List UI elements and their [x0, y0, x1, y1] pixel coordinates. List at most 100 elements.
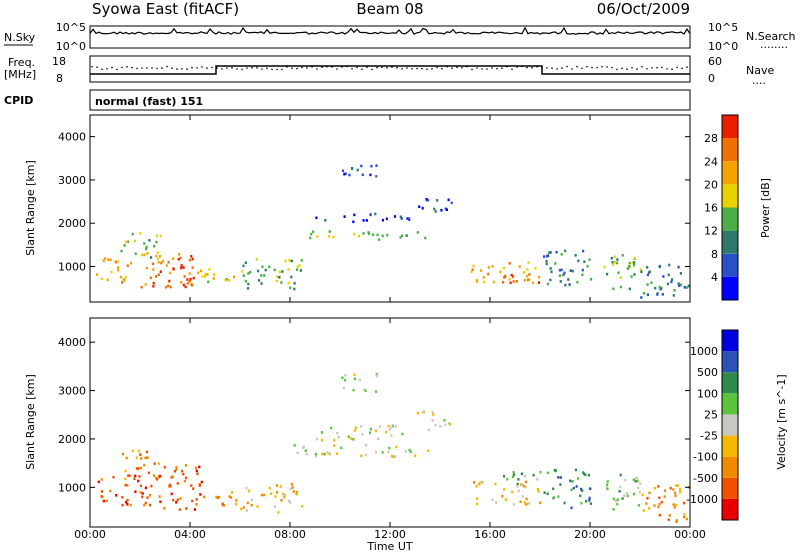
heatmap-cell [673, 491, 677, 495]
heatmap-cell [646, 293, 649, 296]
heatmap-cell [352, 388, 355, 392]
heatmap-cell [201, 275, 204, 278]
nave-point [466, 65, 468, 68]
heatmap-cell [388, 428, 391, 431]
heatmap-cell [387, 424, 390, 428]
nave-point [401, 67, 403, 70]
heatmap-cell [171, 475, 174, 478]
heatmap-cell [521, 483, 524, 486]
heatmap-cell [218, 495, 221, 499]
heatmap-cell [633, 273, 636, 276]
heatmap-cell [332, 235, 335, 239]
nsky-label: N.Sky [4, 31, 36, 44]
heatmap-cell [320, 438, 324, 442]
heatmap-cell [175, 501, 178, 504]
heatmap-cell [178, 253, 181, 256]
heatmap-cell [381, 234, 384, 238]
heatmap-cell [554, 262, 557, 265]
heatmap-cell [102, 259, 105, 262]
heatmap-cell [525, 497, 528, 501]
heatmap-cell [560, 253, 563, 256]
heatmap-cell [648, 271, 651, 274]
heatmap-cell [312, 230, 315, 233]
heatmap-cell [140, 253, 143, 257]
heatmap-cell [431, 410, 434, 414]
heatmap-cell [163, 507, 166, 510]
heatmap-cell [126, 264, 129, 267]
heatmap-cell [155, 275, 158, 278]
heatmap-cell [260, 493, 263, 497]
heatmap-cell [670, 278, 674, 281]
nave-point [316, 68, 318, 70]
heatmap-cell [677, 265, 680, 269]
freq-strip: Freq. [MHz] 18 8 60 0 Nave .... [4, 55, 774, 87]
heatmap-cell [117, 268, 120, 272]
nave-point [156, 67, 158, 70]
heatmap-cell [549, 278, 552, 282]
heatmap-cell [350, 437, 353, 440]
heatmap-cell [110, 270, 113, 274]
heatmap-cell [343, 172, 346, 176]
heatmap-cell [354, 377, 357, 381]
heatmap-cell [434, 210, 437, 213]
x-tick-label: 20:00 [574, 528, 606, 541]
heatmap-cell [570, 506, 573, 510]
heatmap-cell [613, 255, 616, 258]
heatmap-cell [280, 281, 283, 284]
heatmap-cell [145, 245, 148, 249]
heatmap-cell [284, 493, 287, 497]
heatmap-cell [124, 275, 127, 279]
nave-point [546, 67, 548, 69]
heatmap-cell [195, 498, 198, 501]
heatmap-cell [663, 495, 666, 498]
heatmap-cell [144, 283, 147, 286]
heatmap-cell [102, 499, 105, 503]
heatmap-cell [654, 286, 657, 290]
heatmap-cell [638, 490, 641, 494]
heatmap-cell [407, 217, 410, 220]
heatmap-cell [616, 498, 619, 501]
nave-point [541, 66, 543, 69]
nave-point [291, 67, 293, 70]
colorbar-swatch [722, 161, 738, 185]
heatmap-cell [475, 485, 478, 488]
heatmap-cell [335, 452, 339, 455]
heatmap-cell [145, 247, 148, 251]
heatmap-cell [381, 451, 384, 454]
heatmap-cell [158, 474, 162, 478]
heatmap-cell [526, 278, 530, 282]
heatmap-cell [360, 425, 363, 428]
colorbar-swatch [722, 477, 738, 499]
heatmap-cell [315, 216, 318, 220]
colorbar-tick-label: 1000 [690, 345, 718, 358]
heatmap-cell [399, 236, 402, 239]
heatmap-cell [580, 487, 583, 491]
heatmap-cell [125, 240, 128, 243]
nave-point [446, 66, 448, 68]
nave-point [561, 67, 563, 69]
heatmap-cell [295, 268, 299, 271]
heatmap-cell [183, 479, 186, 483]
heatmap-cell [284, 259, 287, 263]
heatmap-cell [255, 258, 258, 261]
nave-point [346, 65, 348, 68]
freq-tick-bottom: 8 [56, 72, 63, 85]
nave-point [241, 68, 243, 71]
heatmap-cell [640, 296, 643, 299]
heatmap-cell [180, 266, 183, 270]
heatmap-cell [131, 449, 134, 453]
heatmap-cell [280, 499, 283, 502]
heatmap-cell [144, 486, 147, 490]
heatmap-cell [537, 275, 541, 279]
heatmap-cell [476, 280, 479, 283]
heatmap-cell [144, 456, 147, 460]
heatmap-cell [139, 232, 142, 235]
heatmap-cell [342, 386, 345, 390]
heatmap-cell [296, 451, 299, 455]
heatmap-cell [125, 500, 128, 504]
heatmap-cell [436, 199, 439, 202]
nave-point [581, 67, 583, 70]
heatmap-cell [190, 484, 193, 487]
heatmap-cell [348, 173, 351, 177]
nave-point [496, 67, 498, 70]
